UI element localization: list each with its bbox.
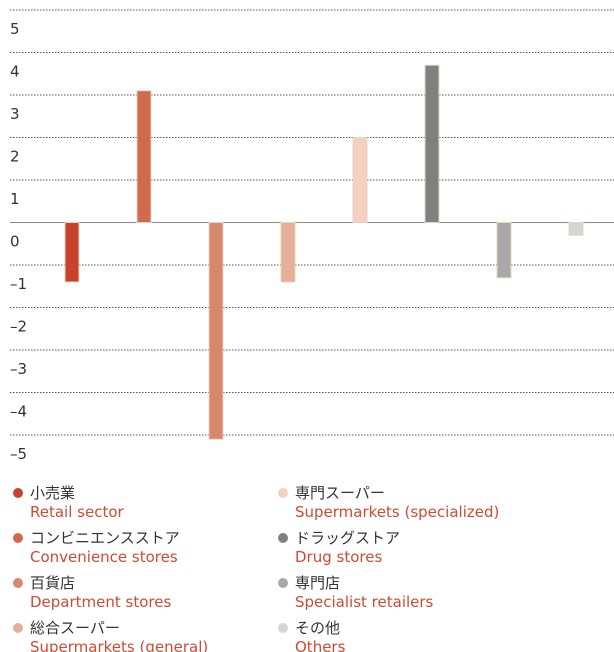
y-tick-label: –4 (10, 403, 27, 421)
legend-label-ja: 専門スーパー (295, 484, 385, 502)
y-tick-label: 4 (10, 63, 20, 81)
bar (64, 222, 80, 283)
bar (424, 64, 440, 223)
y-tick-label: 3 (10, 105, 20, 123)
legend-swatch (278, 533, 288, 543)
y-tick-label: 0 (10, 233, 20, 251)
legend-label: Drug stores (295, 548, 382, 566)
legend-label: Supermarkets (general) (30, 638, 208, 652)
legend-label: Retail sector (30, 503, 125, 521)
legend-label-ja: コンビニエンスストア (30, 529, 180, 547)
bar (280, 222, 296, 283)
bar (568, 222, 584, 236)
legend-label-ja: ドラッグストア (295, 529, 400, 547)
legend-label: Supermarkets (specialized) (295, 503, 499, 521)
y-tick-label: –5 (10, 445, 27, 463)
y-tick-label: –3 (10, 360, 27, 378)
legend-label-ja: 専門店 (295, 574, 340, 592)
y-tick-label: 1 (10, 190, 20, 208)
legend-swatch (13, 623, 23, 633)
y-tick-label: 5 (10, 20, 20, 38)
legend-label: Specialist retailers (295, 593, 434, 611)
legend-label: Department stores (30, 593, 171, 611)
legend-label-ja: その他 (295, 619, 340, 637)
bar (136, 90, 152, 223)
y-tick-label: –2 (10, 318, 27, 336)
legend-swatch (278, 623, 288, 633)
y-tick-label: –1 (10, 275, 27, 293)
legend-swatch (13, 533, 23, 543)
legend-label-ja: 総合スーパー (30, 619, 120, 637)
legend-swatch (278, 488, 288, 498)
bar (208, 222, 224, 440)
legend-label: Convenience stores (30, 548, 178, 566)
legend-swatch (13, 578, 23, 588)
legend-label-ja: 百貨店 (30, 574, 75, 592)
legend-swatch (278, 578, 288, 588)
legend-swatch (13, 488, 23, 498)
legend-label: Others (295, 638, 346, 652)
bar (496, 222, 512, 279)
legend-label-ja: 小売業 (30, 484, 75, 502)
bar (352, 137, 368, 223)
y-tick-label: 2 (10, 148, 20, 166)
